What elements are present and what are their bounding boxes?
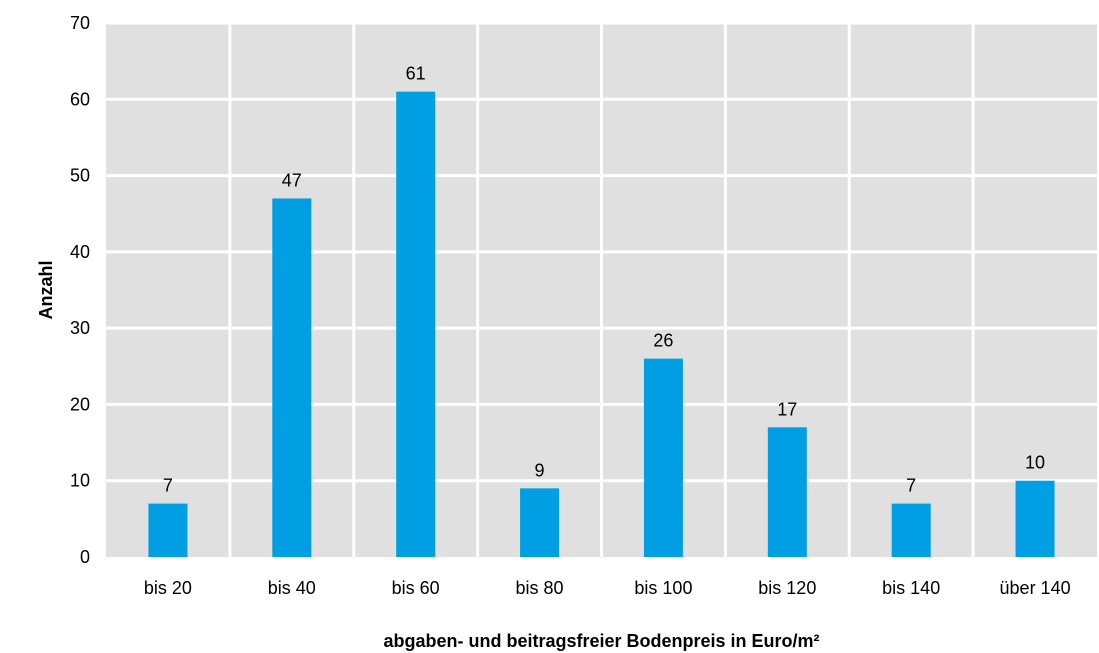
bar (1015, 480, 1055, 557)
data-label: 7 (906, 476, 916, 496)
x-tick-label: bis 60 (392, 578, 440, 598)
x-tick-label: bis 140 (882, 578, 940, 598)
x-tick-label: über 140 (1000, 578, 1071, 598)
x-tick-label: bis 100 (634, 578, 692, 598)
data-labels: 7 47 61 9 26 17 7 10 (163, 64, 1045, 496)
y-tick-label: 50 (70, 166, 90, 186)
x-tick-label: bis 20 (144, 578, 192, 598)
bar (767, 427, 807, 557)
data-label: 47 (282, 170, 302, 190)
grid (106, 21, 1097, 557)
x-tick-label: bis 40 (268, 578, 316, 598)
data-label: 17 (777, 399, 797, 419)
y-tick-label: 70 (70, 13, 90, 33)
y-axis-tick-labels: 0 10 20 30 40 50 60 70 (70, 13, 90, 567)
x-tick-label: bis 80 (516, 578, 564, 598)
y-tick-label: 10 (70, 471, 90, 491)
data-label: 61 (406, 64, 426, 84)
y-tick-label: 0 (80, 547, 90, 567)
y-axis-title: Anzahl (36, 260, 56, 319)
bar (891, 503, 931, 557)
data-label: 26 (653, 331, 673, 351)
data-label: 9 (535, 460, 545, 480)
data-label: 7 (163, 476, 173, 496)
y-tick-label: 40 (70, 242, 90, 262)
x-axis-title: abgaben- und beitragsfreier Bodenpreis i… (383, 631, 819, 651)
x-tick-label: bis 120 (758, 578, 816, 598)
y-tick-label: 20 (70, 394, 90, 414)
bar (520, 488, 560, 557)
bar (148, 503, 188, 557)
data-label: 10 (1025, 453, 1045, 473)
bars (148, 91, 1055, 558)
bar (272, 198, 312, 557)
bar (643, 358, 683, 557)
bar (396, 91, 436, 558)
y-tick-label: 60 (70, 89, 90, 109)
y-tick-label: 30 (70, 318, 90, 338)
x-axis-tick-labels: bis 20 bis 40 bis 60 bis 80 bis 100 bis 120 bi… (144, 578, 1071, 598)
